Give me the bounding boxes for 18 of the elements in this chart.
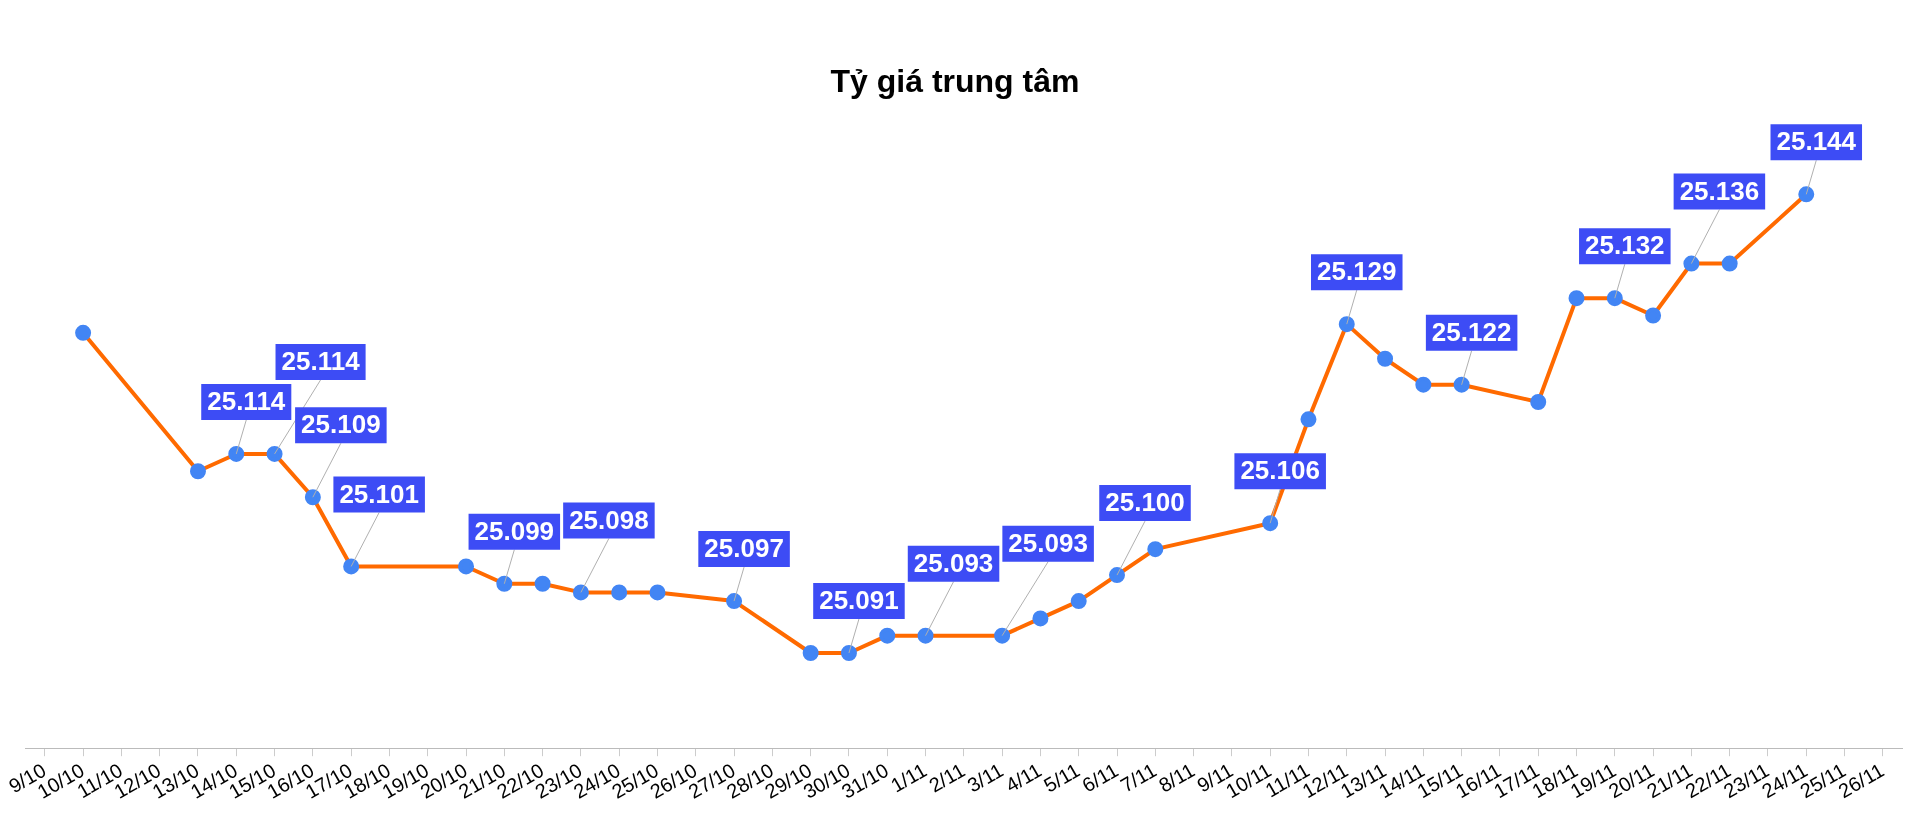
data-label: 25.093 bbox=[913, 547, 994, 578]
data-label: 25.106 bbox=[1240, 455, 1320, 486]
data-label: 25.093 bbox=[1008, 527, 1088, 558]
data-label: 25.101 bbox=[339, 478, 419, 509]
data-label: 25.122 bbox=[1431, 316, 1512, 347]
chart-title: Tỷ giá trung tâm bbox=[830, 63, 1080, 100]
data-label: 25.144 bbox=[1776, 126, 1857, 157]
data-label: 25.132 bbox=[1585, 230, 1665, 261]
data-label: 25.091 bbox=[819, 585, 899, 616]
data-label: 25.114 bbox=[281, 346, 361, 377]
data-label: 25.098 bbox=[569, 504, 649, 535]
data-label: 25.100 bbox=[1105, 487, 1185, 518]
data-label: 25.136 bbox=[1679, 175, 1760, 206]
data-label: 25.114 bbox=[207, 386, 286, 417]
data-label: 25.099 bbox=[474, 515, 555, 546]
data-label: 25.097 bbox=[704, 533, 784, 564]
data-label: 25.129 bbox=[1316, 256, 1397, 287]
data-label: 25.109 bbox=[301, 409, 381, 440]
